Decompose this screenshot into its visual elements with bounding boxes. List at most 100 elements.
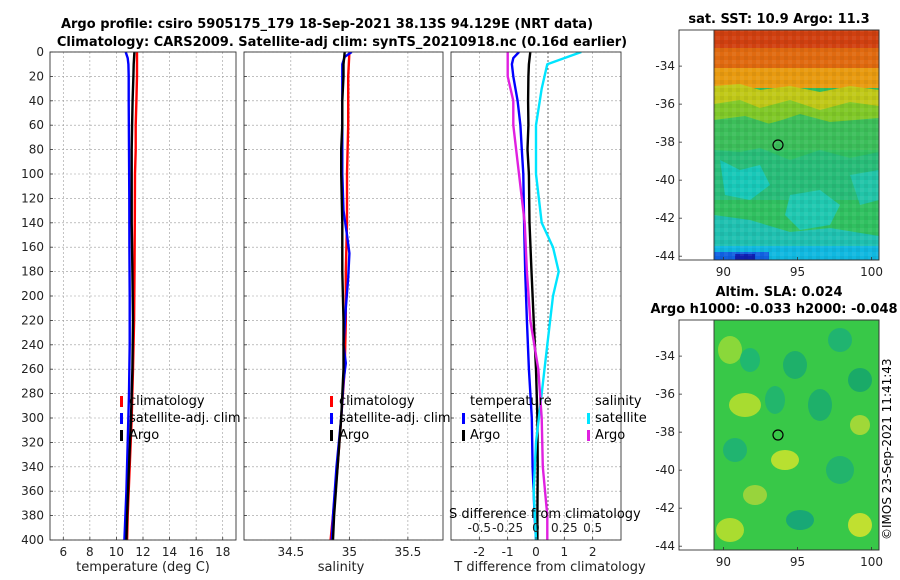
t-difference-xlabel: T difference from climatology: [453, 560, 646, 575]
temperature-xlabel: temperature (deg C): [76, 560, 210, 575]
title-line-2: Climatology: CARS2009. Satellite-adj cli…: [57, 35, 627, 50]
legend-climatology-swatch: [120, 396, 123, 407]
legend-satellite-swatch: [330, 413, 333, 424]
argo-location-marker: [772, 139, 784, 151]
salinity-panel: 34.5 35 35.5 salinity climatology satellit…: [243, 51, 451, 575]
sla-heatmap: [714, 320, 879, 550]
sla-map-title-2: Argo h1000: -0.033 h2000: -0.048: [650, 302, 897, 317]
legend-s-satellite-label: satellite: [595, 411, 647, 426]
map-y-tick-label: -36: [655, 97, 675, 111]
x-tick-label: 35.5: [395, 545, 422, 559]
x-tick-label: -1: [502, 545, 514, 559]
x-tick-label: 1: [561, 545, 569, 559]
s-tick-label: 0.5: [583, 521, 602, 535]
sla-map-panel: Altim. SLA: 0.024 Argo h1000: -0.033 h20…: [650, 285, 897, 569]
y-tick-label: 160: [21, 240, 44, 254]
x-tick-label: 0: [532, 545, 540, 559]
y-tick-label: 40: [29, 94, 44, 108]
map-x-tick-label: 95: [790, 555, 805, 569]
legend-temperature-title: temperature: [470, 394, 552, 409]
y-tick-label: 360: [21, 484, 44, 498]
y-tick-label: 400: [21, 533, 44, 547]
y-tick-label: 0: [36, 45, 44, 59]
map-y-tick-label: -34: [655, 349, 675, 363]
legend-t-argo-swatch: [462, 430, 465, 441]
y-tick-label: 240: [21, 338, 44, 352]
legend-climatology-label: climatology: [129, 394, 205, 409]
y-tick-label: 200: [21, 289, 44, 303]
series-line-temperature-satellite: [510, 52, 538, 540]
map-y-tick-label: -38: [655, 135, 675, 149]
y-tick-label: 20: [29, 69, 44, 83]
legend-climatology-label: climatology: [339, 394, 415, 409]
x-tick-label: 14: [162, 545, 177, 559]
legend-argo-swatch: [120, 430, 123, 441]
map-y-tick-label: -42: [655, 211, 675, 225]
legend-climatology-swatch: [330, 396, 333, 407]
series-line-argo: [331, 52, 346, 540]
s-tick-label: -0.5: [468, 521, 491, 535]
x-tick-label: 2: [589, 545, 597, 559]
y-tick-label: 320: [21, 435, 44, 449]
y-tick-label: 100: [21, 167, 44, 181]
s-tick-label: -0.25: [492, 521, 523, 535]
difference-panel: -2 -1 0 1 2 -0.5 -0.25 0 0.25 0.5 S difference f…: [449, 51, 647, 575]
sst-map-panel: sat. SST: 10.9 Argo: 11.3 -34 -36 -38 -40 -4…: [655, 12, 883, 279]
map-x-tick-label: 95: [790, 265, 805, 279]
y-tick-label: 180: [21, 265, 44, 279]
legend-argo-swatch: [330, 430, 333, 441]
sst-heatmap: [714, 30, 879, 260]
series-line-satellite-adj-clim: [123, 52, 131, 540]
series-line-temperature-argo: [526, 52, 539, 540]
map-x-tick-label: 100: [860, 555, 883, 569]
legend-argo-label: Argo: [129, 428, 159, 443]
series-line-salinity-argo: [506, 52, 549, 540]
y-tick-label: 120: [21, 191, 44, 205]
map-x-tick-label: 100: [860, 265, 883, 279]
map-x-tick-label: 90: [716, 265, 731, 279]
s-tick-label: 0: [532, 521, 540, 535]
y-tick-label: 280: [21, 387, 44, 401]
legend-satellite-label: satellite-adj. clim: [129, 411, 241, 426]
map-y-tick-label: -44: [655, 249, 675, 263]
s-difference-label: S difference from climatology: [449, 507, 641, 522]
map-y-tick-label: -42: [655, 501, 675, 515]
imos-credit: ©IMOS 23-Sep-2021 11:41:43: [880, 358, 894, 540]
map-y-tick-label: -40: [655, 173, 675, 187]
legend-satellite-label: satellite-adj. clim: [339, 411, 451, 426]
y-tick-label: 80: [29, 143, 44, 157]
map-x-tick-label: 90: [716, 555, 731, 569]
map-y-tick-label: -36: [655, 387, 675, 401]
sla-map-title-1: Altim. SLA: 0.024: [716, 285, 843, 300]
legend-t-satellite-label: satellite: [470, 411, 522, 426]
map-y-tick-label: -38: [655, 425, 675, 439]
legend-s-satellite-swatch: [587, 413, 590, 424]
x-tick-label: 8: [86, 545, 94, 559]
legend-argo-label: Argo: [339, 428, 369, 443]
x-tick-label: 6: [59, 545, 67, 559]
legend-t-argo-label: Argo: [470, 428, 500, 443]
salinity-xlabel: salinity: [318, 560, 365, 575]
y-tick-label: 380: [21, 509, 44, 523]
legend-s-argo-swatch: [587, 430, 590, 441]
x-tick-label: 10: [109, 545, 124, 559]
x-tick-label: 16: [189, 545, 204, 559]
x-tick-label: 12: [135, 545, 150, 559]
series-line-salinity-satellite: [532, 52, 582, 540]
x-tick-label: 18: [215, 545, 230, 559]
x-tick-label: 34.5: [277, 545, 304, 559]
y-tick-label: 60: [29, 118, 44, 132]
temperature-panel: 0 20 40 60 80 100 120 140 160 180 200 220 240 260 280 3…: [21, 45, 241, 575]
legend-t-satellite-swatch: [462, 413, 465, 424]
temperature-legend: climatology satellite-adj. clim Argo: [120, 394, 241, 443]
map-y-tick-label: -44: [655, 539, 675, 553]
difference-legend: temperature satellite Argo salinity sate…: [462, 394, 647, 443]
legend-salinity-title: salinity: [595, 394, 642, 409]
y-tick-label: 300: [21, 411, 44, 425]
legend-satellite-swatch: [120, 413, 123, 424]
argo-location-marker: [772, 429, 784, 441]
y-tick-label: 140: [21, 216, 44, 230]
series-line-argo: [125, 52, 136, 540]
x-tick-label: 35: [342, 545, 357, 559]
